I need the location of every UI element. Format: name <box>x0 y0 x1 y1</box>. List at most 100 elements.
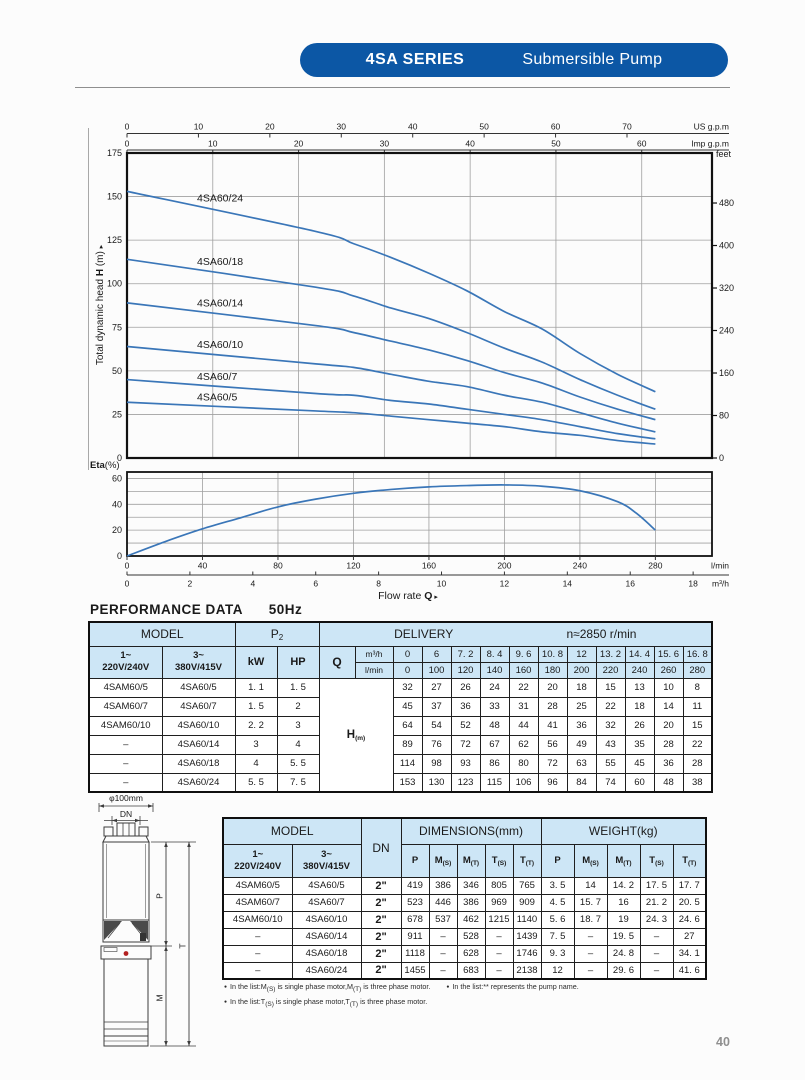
m3h-value: 13. 2 <box>595 645 626 663</box>
lmin-value: 200 <box>566 661 597 679</box>
head-value: 20 <box>537 677 568 698</box>
dim-value: 909 <box>512 893 542 912</box>
head-value: 36 <box>653 753 684 774</box>
weight-value: – <box>573 944 608 963</box>
bullet-icon: ● <box>446 984 450 990</box>
model-1ph: – <box>222 961 293 980</box>
feet-tick-label: 480 <box>719 198 734 208</box>
dim-value: 523 <box>400 893 430 912</box>
weight-value: 14 <box>573 876 608 895</box>
dim-value: 1746 <box>512 944 542 963</box>
dim-value: 386 <box>456 893 486 912</box>
bullet-icon: ● <box>224 999 228 1005</box>
head-value: 41 <box>537 715 568 736</box>
model-3ph: 4SA60/7 <box>291 893 362 912</box>
model-3ph: 4SA60/10 <box>291 910 362 929</box>
weight-value: 34. 1 <box>672 944 707 963</box>
weight-value: 27 <box>672 927 707 946</box>
lmin-tick-label: 40 <box>198 561 208 571</box>
weight-value: 12 <box>540 961 575 980</box>
weight-value: 9. 3 <box>540 944 575 963</box>
head-value: 76 <box>421 734 452 755</box>
eta-tick-label: 0 <box>117 551 122 561</box>
lmin-value: 220 <box>595 661 626 679</box>
eta-tick-label: 60 <box>112 473 122 483</box>
dim-value: 1215 <box>484 910 514 929</box>
weight-value: 19. 5 <box>606 927 641 946</box>
dn-value: 2" <box>360 961 402 980</box>
model-1ph: – <box>88 753 163 774</box>
head-value: 106 <box>508 772 539 793</box>
weight-value: 14. 2 <box>606 876 641 895</box>
head-curve-4SA60-14 <box>126 302 656 421</box>
head-value: 36 <box>566 715 597 736</box>
head-value: 25 <box>566 696 597 717</box>
table-row: 4SAM60/7 4SA60/7 1. 5 2 45 37 36 33 31 28 25 22 18 14… <box>88 696 713 717</box>
pump-body <box>102 841 150 921</box>
model-1ph: 4SAM60/7 <box>88 696 163 717</box>
lmin-tick-label: 120 <box>346 561 360 571</box>
head-curve-4SA60-18 <box>126 258 656 410</box>
model-1ph: – <box>222 944 293 963</box>
hp-value: 5. 5 <box>276 753 320 774</box>
three-phase-header: 3~ 380V/415V <box>291 843 362 878</box>
lmin-unit-cell: l/min <box>354 661 394 679</box>
us-gpm-tick-label: 50 <box>479 122 489 132</box>
head-value: 60 <box>624 772 655 793</box>
lmin-value: 180 <box>537 661 568 679</box>
us-gpm-tick-label: 40 <box>408 122 418 132</box>
imp-gpm-axis-label: Imp g.p.m <box>691 139 729 149</box>
curve-label: 4SA60/18 <box>197 256 243 268</box>
feet-tick-label: 320 <box>719 283 734 293</box>
dim-value: – <box>484 961 514 980</box>
model-3ph: 4SA60/18 <box>291 944 362 963</box>
head-tick-label: 150 <box>107 192 122 202</box>
dim-sub-header: M(T) <box>456 843 486 878</box>
h-m-cell: H(m) <box>318 677 394 793</box>
three-phase-header: 3~ 380V/415V <box>161 645 236 679</box>
us-gpm-tick-label: 60 <box>551 122 561 132</box>
head-value: 67 <box>479 734 510 755</box>
head-value: 27 <box>421 677 452 698</box>
us-gpm-tick-label: 0 <box>125 122 130 132</box>
footnote-row: ● In the list:M(S) is single phase motor,… <box>224 982 744 993</box>
head-value: 18 <box>624 696 655 717</box>
m3h-tick-label: 14 <box>563 579 573 589</box>
hp-value: 1. 5 <box>276 677 320 698</box>
m3h-value: 15. 6 <box>653 645 684 663</box>
dn-header: DN <box>360 817 402 878</box>
m3h-value: 16. 8 <box>682 645 713 663</box>
model-3ph: 4SA60/18 <box>161 753 236 774</box>
feet-tick-label: 80 <box>719 411 729 421</box>
weight-value: 5. 6 <box>540 910 575 929</box>
table-row: 1~ 220V/240V 3~ 380V/415V P M(S) M(T) T(S) T(T) P… <box>222 843 707 878</box>
head-value: 8 <box>682 677 713 698</box>
m3h-value: 10. 8 <box>537 645 568 663</box>
hp-value: 2 <box>276 696 320 717</box>
kw-header: kW <box>234 645 278 679</box>
head-value: 28 <box>682 753 713 774</box>
dim-value: – <box>428 944 458 963</box>
head-axis-title: Total dynamic head H (m) ▸ <box>95 244 106 365</box>
head-value: 98 <box>421 753 452 774</box>
head-tick-label: 25 <box>112 409 122 419</box>
model-1ph: 4SAM60/10 <box>88 715 163 736</box>
head-value: 37 <box>421 696 452 717</box>
series-title: 4SA SERIES <box>365 51 465 68</box>
product-title: Submersible Pump <box>522 51 663 68</box>
head-value: 63 <box>566 753 597 774</box>
hp-header: HP <box>276 645 320 679</box>
imp-gpm-tick-label: 20 <box>294 139 304 149</box>
dim-value: 462 <box>456 910 486 929</box>
weight-sub-header: P <box>540 843 575 878</box>
head-value: 22 <box>595 696 626 717</box>
weight-value: 18. 7 <box>573 910 608 929</box>
model-3ph: 4SA60/5 <box>161 677 236 698</box>
m3h-tick-label: 18 <box>688 579 698 589</box>
name-plate <box>103 947 118 952</box>
head-value: 74 <box>595 772 626 793</box>
lmin-tick-label: 240 <box>573 561 587 571</box>
imp-gpm-tick-label: 0 <box>125 139 130 149</box>
lmin-tick-label: 200 <box>497 561 511 571</box>
model-1ph: 4SAM60/5 <box>88 677 163 698</box>
